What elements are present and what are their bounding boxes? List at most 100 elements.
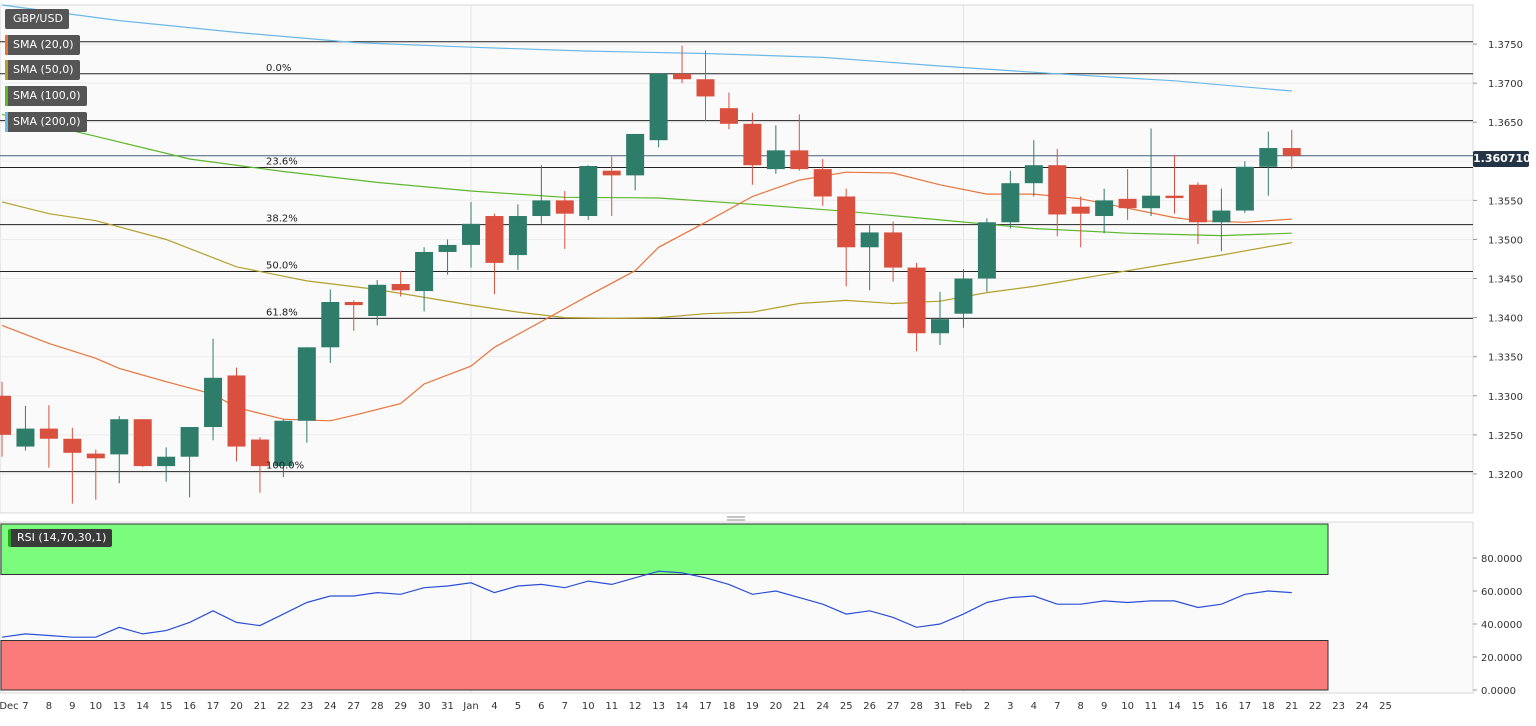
candle-body	[1024, 165, 1043, 184]
x-tick-label: 11	[1145, 701, 1158, 712]
rsi-overbought-zone	[0, 523, 1329, 575]
candle-body	[415, 251, 434, 292]
legend-sma100[interactable]: SMA (100,0)	[5, 86, 87, 106]
x-tick-label: 4	[491, 701, 497, 712]
sma50-swatch	[5, 60, 8, 80]
x-tick-label: 26	[863, 701, 876, 712]
y-tick-label: 1.3200	[1488, 470, 1523, 481]
rsi-y-tick-label: 20.0000	[1481, 653, 1522, 664]
candle-body	[860, 232, 879, 248]
x-tick-label: 9	[69, 701, 75, 712]
candle-body	[743, 123, 762, 166]
x-tick-label: 25	[1379, 701, 1392, 712]
candle-body	[250, 439, 269, 467]
candle-body	[1165, 195, 1184, 199]
candle-body	[16, 428, 35, 447]
x-tick-label: 17	[207, 701, 220, 712]
x-tick-label: 23	[1332, 701, 1345, 712]
y-tick-label: 1.3250	[1488, 431, 1523, 442]
sma200-line	[1, 4, 1292, 92]
horizontal-levels	[0, 41, 1473, 473]
candle-body	[1071, 206, 1090, 214]
x-tick-label: 2	[984, 701, 990, 712]
x-tick-label: 22	[277, 701, 290, 712]
x-tick-label: 24	[816, 701, 829, 712]
rsi-line	[1, 570, 1292, 638]
x-tick-label: 13	[652, 701, 665, 712]
sma50-line	[1, 201, 1292, 320]
rsi-y-tick-label: 60.0000	[1481, 587, 1522, 598]
x-tick-label: 4	[1031, 701, 1037, 712]
x-tick-label: 24	[1356, 701, 1369, 712]
y-tick-label: 1.3650	[1488, 118, 1523, 129]
candle-body	[532, 200, 551, 217]
rsi-label: RSI (14,70,30,1)	[17, 531, 107, 544]
candle-body	[1282, 148, 1301, 156]
candle-body	[344, 301, 363, 306]
x-tick-label: 20	[230, 701, 243, 712]
candle-body	[368, 284, 387, 317]
legend-sma20[interactable]: SMA (20,0)	[5, 35, 80, 55]
x-tick-label: 9	[1101, 701, 1107, 712]
x-tick-label: 7	[1054, 701, 1060, 712]
candle-body	[579, 165, 598, 217]
x-tick-label: 14	[676, 701, 689, 712]
x-tick-label: 15	[160, 701, 173, 712]
candle-body	[813, 169, 832, 197]
x-tick-label: 17	[699, 701, 712, 712]
x-tick-label: 17	[1238, 701, 1251, 712]
candle-body	[790, 150, 809, 170]
sma100-swatch	[5, 86, 8, 106]
x-tick-label: 28	[910, 701, 923, 712]
x-tick-label: 11	[605, 701, 618, 712]
x-tick-label: 14	[136, 701, 149, 712]
x-tick-label: 27	[347, 701, 360, 712]
candle-body	[0, 395, 11, 435]
y-tick-label: 1.3750	[1488, 40, 1523, 51]
rsi-oversold-zone	[0, 640, 1329, 691]
x-tick-label: 12	[629, 701, 642, 712]
candle-body	[931, 319, 949, 334]
x-tick-label: 21	[1285, 701, 1298, 712]
candle-body	[626, 133, 645, 176]
candle-body	[602, 170, 621, 176]
y-tick-label: 1.3300	[1488, 392, 1523, 403]
x-tick-label: 31	[441, 701, 454, 712]
candle-body	[1001, 183, 1020, 223]
candle-body	[508, 216, 527, 256]
fibonacci-label: 100.0%	[266, 461, 304, 472]
legend-sma50[interactable]: SMA (50,0)	[5, 60, 80, 80]
y-tick-label: 1.3550	[1488, 196, 1523, 207]
x-tick-label: 30	[418, 701, 431, 712]
sma20-label: SMA (20,0)	[13, 38, 74, 51]
legend-sma200[interactable]: SMA (200,0)	[5, 112, 87, 132]
rsi-legend[interactable]: RSI (14,70,30,1)	[8, 529, 113, 547]
x-tick-label: Dec	[0, 701, 19, 712]
candle-body	[1118, 198, 1137, 209]
candle-body	[1095, 200, 1114, 217]
fibonacci-label: 50.0%	[266, 261, 298, 272]
x-tick-label: 14	[1168, 701, 1181, 712]
candle-body	[110, 419, 129, 455]
symbol-text: GBP/USD	[13, 12, 63, 25]
y-tick-label: 1.3400	[1488, 314, 1523, 325]
candle-body	[63, 438, 82, 453]
candle-body	[1212, 210, 1231, 223]
candle-body	[438, 244, 457, 252]
candle-body	[133, 419, 152, 467]
x-tick-label: 10	[1121, 701, 1134, 712]
fibonacci-label: 61.8%	[266, 307, 298, 318]
candle-body	[954, 278, 973, 314]
candle-body	[274, 420, 293, 467]
candle-body	[766, 150, 785, 170]
candle-body	[204, 377, 223, 428]
candle-body	[555, 200, 574, 214]
x-tick-label: 28	[371, 701, 384, 712]
x-tick-label: 5	[515, 701, 521, 712]
candle-body	[180, 427, 199, 457]
rsi-layer	[0, 523, 1329, 691]
rsi-y-tick-label: 40.0000	[1481, 620, 1522, 631]
candle-layer	[0, 45, 1301, 504]
x-tick-label: 29	[394, 701, 407, 712]
